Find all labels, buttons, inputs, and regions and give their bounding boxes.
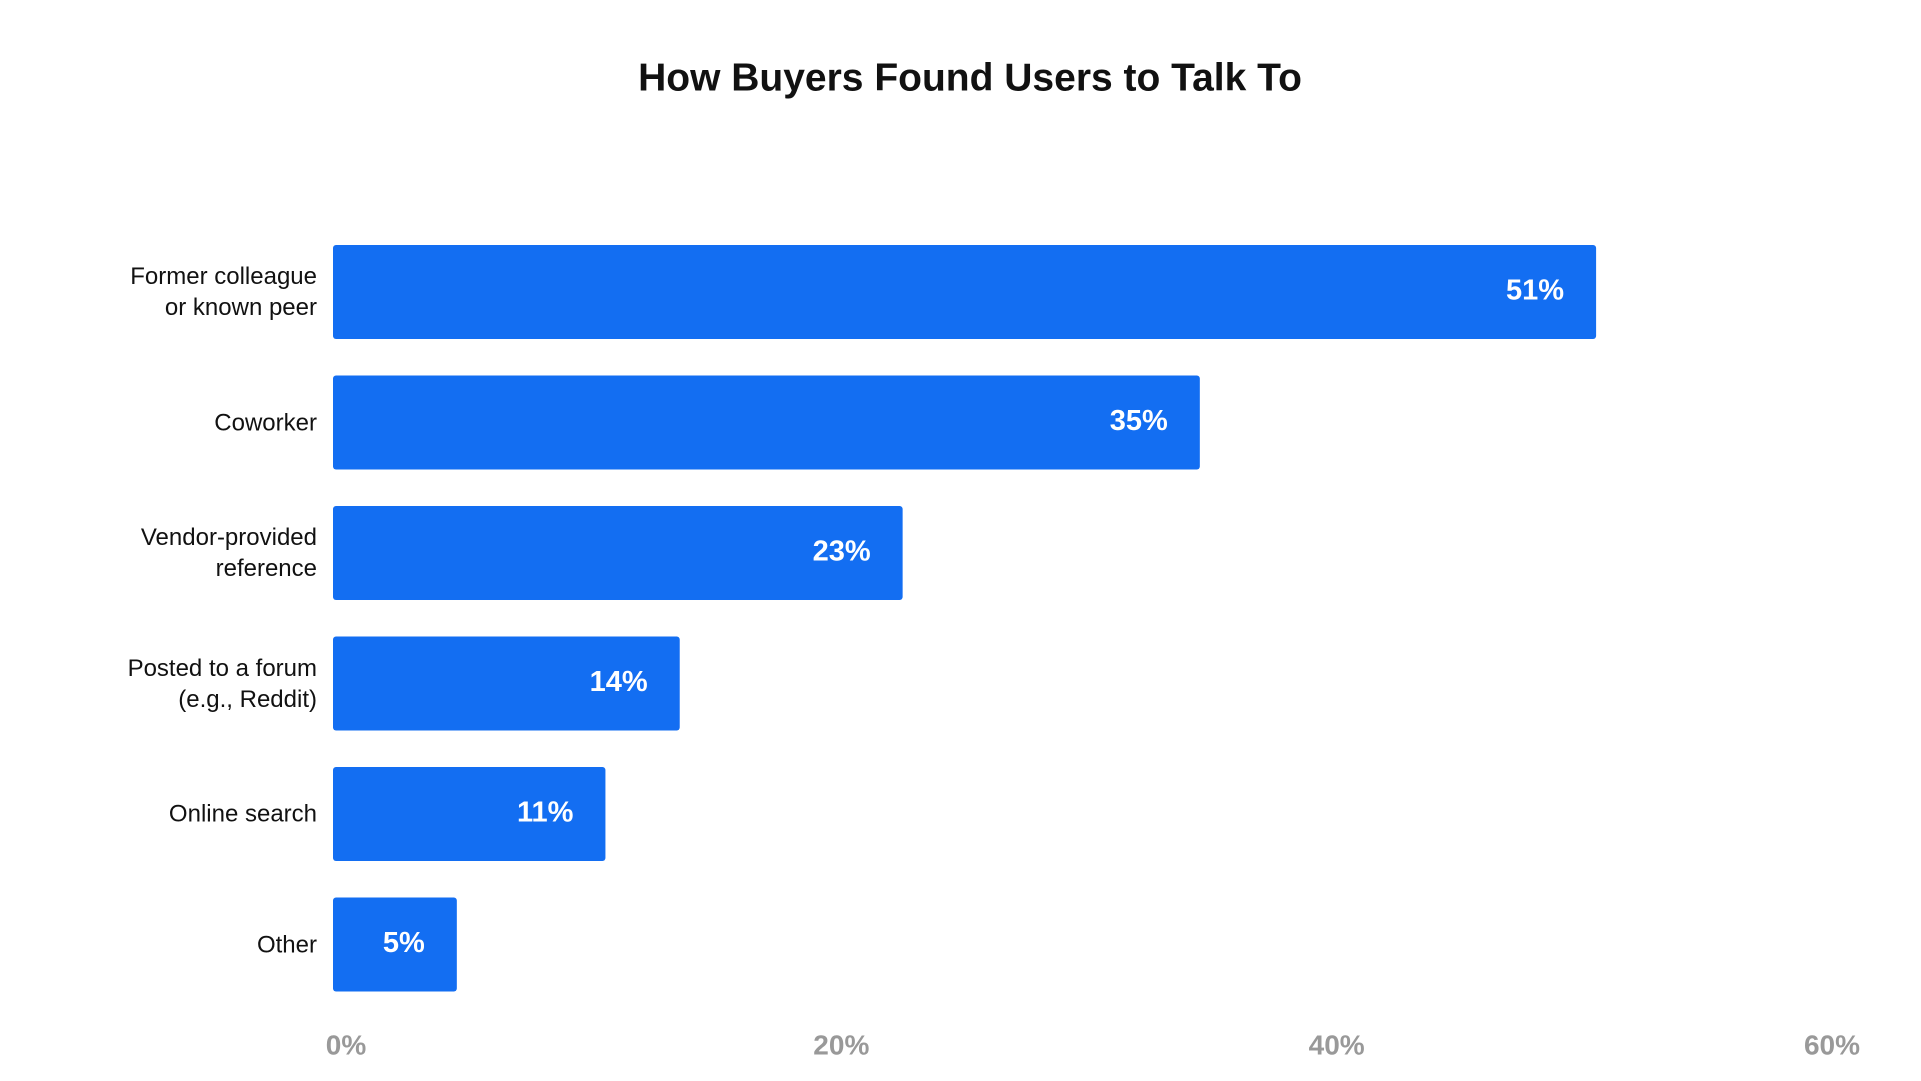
x-tick-label: 40% [1309,1029,1365,1060]
value-label: 11% [517,797,574,829]
x-tick-label: 60% [1804,1029,1860,1060]
category-label: Posted to a forum (e.g., Reddit) [127,654,317,713]
value-label: 14% [590,666,648,698]
value-label: 51% [1506,275,1564,307]
bar [333,506,903,600]
bar [333,375,1200,470]
value-label: 23% [813,536,871,568]
bar [333,636,680,731]
value-label: 35% [1110,405,1168,437]
bar [333,245,1597,339]
category-label: Coworker [214,409,317,436]
bar [333,897,457,992]
chart-title: How Buyers Found Users to Talk To [638,56,1302,99]
category-label: Former colleague or known peer [130,263,317,321]
category-label: Online search [168,800,317,828]
x-tick-label: 20% [813,1029,869,1060]
value-label: 5% [383,927,425,959]
bar [333,767,606,861]
x-tick-label: 0% [326,1029,367,1060]
category-label: Other [256,931,317,958]
category-label: Vendor-provided reference [140,524,317,582]
